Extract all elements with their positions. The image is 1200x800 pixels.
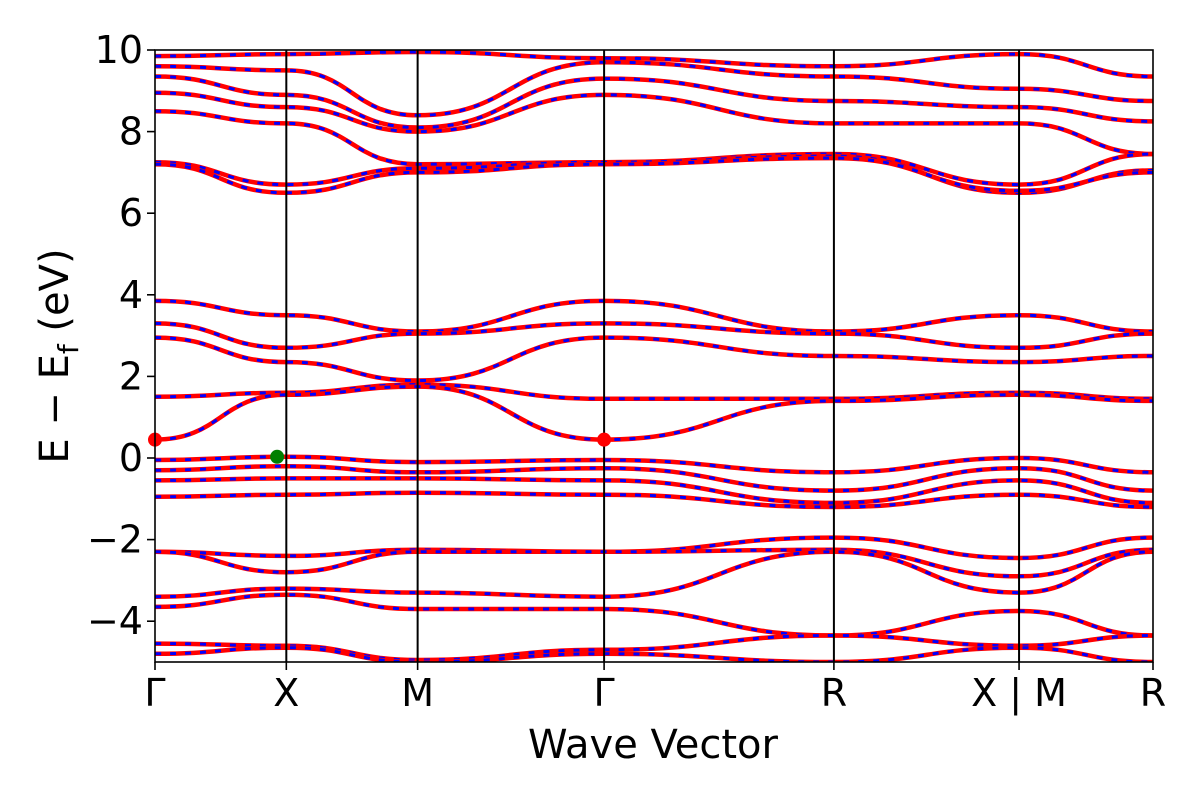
band-line-spin-up	[155, 91, 1153, 156]
x-tick-label: Γ	[594, 671, 615, 715]
x-tick-label: X | M	[971, 671, 1067, 716]
band-line-spin-up	[155, 321, 1153, 350]
x-tick-label: M	[401, 671, 434, 715]
y-tick-label: 2	[119, 354, 143, 398]
y-tick-label: 0	[119, 436, 143, 480]
vbm-marker	[270, 449, 285, 464]
band-line-spin-up	[155, 336, 1153, 383]
band-edge-markers	[148, 432, 612, 464]
high-symmetry-lines	[285, 50, 1021, 662]
y-tick-label: 8	[119, 110, 143, 154]
x-tick-label: Γ	[144, 671, 165, 715]
y-tick-label: 10	[95, 28, 143, 72]
x-tick-label: R	[1140, 671, 1166, 715]
band-line-spin-up	[155, 299, 1153, 334]
y-axis-ticks: −4 −2 0 2 4 6 8 10	[87, 28, 155, 643]
y-tick-label: 6	[119, 191, 143, 235]
y-axis-label: E − Ef (eV)	[32, 248, 85, 463]
x-tick-label: X	[273, 671, 299, 715]
x-axis-label: Wave Vector	[528, 722, 779, 768]
x-tick-label: R	[821, 671, 847, 715]
x-axis-ticks: Γ X M Γ R X | M R	[144, 662, 1166, 716]
plot-frame	[154, 49, 1154, 663]
y-tick-label: −4	[87, 599, 143, 643]
y-tick-label: 4	[119, 273, 143, 317]
y-tick-label: −2	[87, 518, 143, 562]
cbm-marker	[597, 432, 612, 447]
